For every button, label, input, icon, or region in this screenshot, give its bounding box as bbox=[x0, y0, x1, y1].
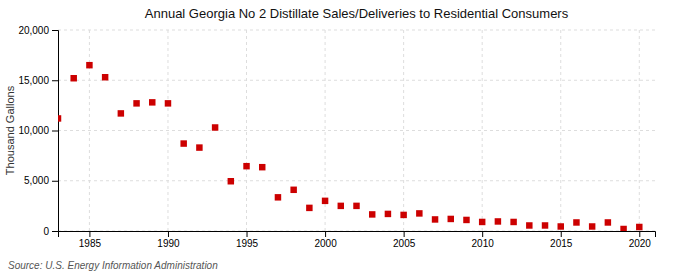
point bbox=[557, 223, 563, 229]
y-grid-line bbox=[58, 130, 655, 131]
y-axis-tick: 5,000 bbox=[24, 175, 58, 186]
point bbox=[510, 219, 516, 225]
y-axis-title: Thousand Gallons bbox=[4, 85, 16, 175]
y-axis-tick-label: 15,000 bbox=[18, 75, 49, 86]
x-axis-tick-mark bbox=[168, 231, 169, 237]
y-axis-tick: 20,000 bbox=[18, 25, 58, 36]
point bbox=[369, 211, 375, 217]
y-axis-tick-label: 5,000 bbox=[24, 175, 49, 186]
point bbox=[416, 210, 422, 216]
annotation: Source: U.S. Energy Information Administ… bbox=[8, 260, 218, 271]
point bbox=[526, 222, 532, 228]
point bbox=[133, 100, 139, 106]
x-axis-tick-label: 2015 bbox=[550, 238, 573, 249]
x-grid-line bbox=[403, 30, 404, 231]
point bbox=[118, 110, 124, 116]
point bbox=[620, 226, 626, 231]
y-axis-tick-mark bbox=[52, 181, 58, 182]
point bbox=[243, 163, 249, 169]
x-axis-tick: 2010 bbox=[472, 231, 495, 249]
x-axis-tick-mark bbox=[561, 231, 562, 237]
point bbox=[479, 219, 485, 225]
x-axis-tick-label: 2005 bbox=[393, 238, 416, 249]
points bbox=[58, 62, 643, 231]
point bbox=[573, 219, 579, 225]
y-axis: 0 5,000 10,000 15,000 20,000 bbox=[18, 25, 58, 237]
point bbox=[306, 205, 312, 211]
point bbox=[228, 178, 234, 184]
x-axis-tick: 1990 bbox=[157, 231, 180, 249]
x-axis-tick: 2005 bbox=[393, 231, 416, 249]
point bbox=[70, 75, 76, 81]
point bbox=[86, 62, 92, 68]
x-axis-tick-label: 2000 bbox=[314, 238, 337, 249]
chart: 1985 1990 1995 2000 2005 2010 2015 2020 0 5,000 10… bbox=[0, 0, 675, 275]
y-axis-tick-label: 20,000 bbox=[18, 25, 49, 36]
point bbox=[149, 99, 155, 105]
point bbox=[212, 124, 218, 130]
point bbox=[463, 217, 469, 223]
x-axis-tick-label: 1990 bbox=[157, 238, 180, 249]
y-axis-tick-mark bbox=[52, 30, 58, 31]
x-axis-tick: 1995 bbox=[236, 231, 259, 249]
y-axis-tick-mark bbox=[52, 231, 58, 232]
point bbox=[385, 211, 391, 217]
y-axis-tick: 15,000 bbox=[18, 75, 58, 86]
x-axis-tick: 2000 bbox=[314, 231, 337, 249]
point bbox=[448, 216, 454, 222]
point bbox=[275, 194, 281, 200]
point bbox=[180, 140, 186, 146]
point bbox=[400, 212, 406, 218]
point bbox=[353, 203, 359, 209]
point bbox=[102, 74, 108, 80]
point bbox=[290, 187, 296, 193]
x-grid-line bbox=[560, 30, 561, 231]
x-grid-line bbox=[639, 30, 640, 231]
x-axis-tick-mark bbox=[89, 231, 90, 237]
x-axis-tick-mark bbox=[325, 231, 326, 237]
y-axis-tick-label: 10,000 bbox=[18, 125, 49, 136]
x-axis-tick-label: 2020 bbox=[629, 238, 652, 249]
x-axis-tick: 2020 bbox=[629, 231, 652, 249]
point bbox=[495, 218, 501, 224]
point bbox=[636, 224, 642, 230]
y-axis-tick-label: 0 bbox=[43, 226, 49, 237]
x-axis-tick: 1985 bbox=[79, 231, 102, 249]
point bbox=[58, 115, 61, 121]
x-axis-tick-label: 1995 bbox=[236, 238, 259, 249]
y-grid-line bbox=[58, 80, 655, 81]
y-grid-line bbox=[58, 30, 655, 31]
x-axis-tick-mark bbox=[482, 231, 483, 237]
x-axis-tick: 2015 bbox=[550, 231, 573, 249]
y-axis-tick-mark bbox=[52, 80, 58, 81]
y-axis-tick-mark bbox=[52, 131, 58, 132]
grid bbox=[58, 30, 655, 231]
point bbox=[605, 219, 611, 225]
point bbox=[165, 100, 171, 106]
point bbox=[589, 223, 595, 229]
x-axis-line bbox=[59, 232, 656, 238]
x-axis-tick-mark bbox=[639, 231, 640, 237]
title: Annual Georgia No 2 Distillate Sales/Del… bbox=[145, 6, 569, 21]
point bbox=[322, 198, 328, 204]
point bbox=[259, 164, 265, 170]
y-grid-line bbox=[58, 180, 655, 181]
x-axis-tick-label: 1985 bbox=[79, 238, 102, 249]
x-axis-tick-label: 2010 bbox=[472, 238, 495, 249]
x-grid-line bbox=[482, 30, 483, 231]
x-axis: 1985 1990 1995 2000 2005 2010 2015 2020 bbox=[59, 231, 656, 249]
point bbox=[432, 216, 438, 222]
plot-area: 1985 1990 1995 2000 2005 2010 2015 2020 0 5,000 10… bbox=[18, 25, 655, 249]
point bbox=[196, 144, 202, 150]
y-axis-tick: 0 bbox=[43, 226, 58, 237]
point bbox=[542, 222, 548, 228]
point bbox=[338, 203, 344, 209]
x-axis-tick-mark bbox=[247, 231, 248, 237]
y-axis-tick: 10,000 bbox=[18, 125, 58, 136]
y-axis-line bbox=[52, 31, 59, 232]
x-axis-tick-mark bbox=[404, 231, 405, 237]
